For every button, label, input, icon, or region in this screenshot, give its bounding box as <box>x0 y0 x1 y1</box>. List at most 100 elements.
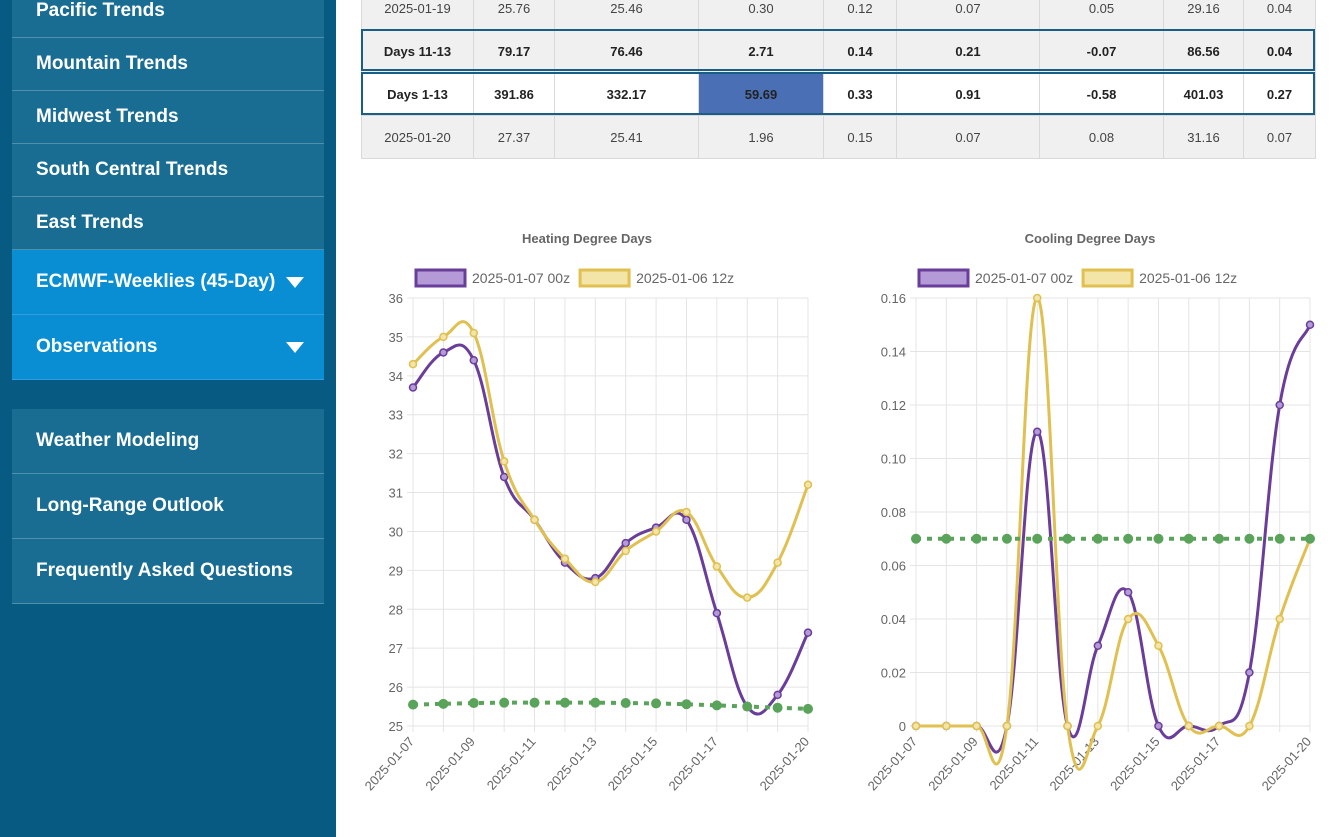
nav-item-ecmwf-weeklies[interactable]: ECMWF-Weeklies (45-Day) <box>12 250 324 315</box>
data-point <box>1214 721 1224 731</box>
y-tick-label: 25 <box>389 719 403 734</box>
normal-point <box>1244 533 1255 544</box>
nav-group-regions: Pacific Trends Mountain Trends Midwest T… <box>12 0 324 380</box>
nav-item-mountain-trends[interactable]: Mountain Trends <box>12 38 324 91</box>
table-row-summary: Days 11-13 79.17 76.46 2.71 0.14 0.21 -0… <box>361 29 1316 73</box>
y-tick-label: 33 <box>389 408 403 423</box>
nav-item-label: South Central Trends <box>36 159 229 180</box>
table-row: 2025-01-20 27.37 25.41 1.96 0.15 0.07 0.… <box>361 115 1316 159</box>
normal-point <box>1092 533 1103 544</box>
normal-point <box>1274 533 1285 544</box>
y-tick-label: 0.08 <box>881 505 906 520</box>
nav-group-resources: Weather Modeling Long-Range Outlook Freq… <box>12 409 324 604</box>
table-cell: 25.76 <box>473 0 555 30</box>
data-point <box>1154 721 1163 731</box>
data-point <box>972 721 981 731</box>
normal-point <box>1123 533 1134 544</box>
table-cell: 2025-01-19 <box>361 0 474 30</box>
y-tick-label: 26 <box>389 680 403 695</box>
normal-point <box>711 700 722 711</box>
data-point <box>803 480 813 490</box>
table-cell: 0.15 <box>823 115 897 159</box>
nav-item-weather-modeling[interactable]: Weather Modeling <box>12 409 324 474</box>
chart-title: Heating Degree Days <box>522 231 652 246</box>
table-cell: 79.17 <box>473 29 555 73</box>
table-cell: 0.14 <box>823 29 897 73</box>
x-tick-label: 2025-01-13 <box>544 734 600 793</box>
nav-item-midwest-trends[interactable]: Midwest Trends <box>12 91 324 144</box>
degree-day-table: 2025-01-19 25.76 25.46 0.30 0.12 0.07 0.… <box>361 0 1316 159</box>
table-cell: Days 11-13 <box>361 29 474 73</box>
nav-item-south-central-trends[interactable]: South Central Trends <box>12 144 324 197</box>
table-cell: 391.86 <box>473 72 555 116</box>
data-point <box>1032 427 1042 436</box>
legend-swatch <box>1081 268 1134 288</box>
normal-point <box>803 703 813 714</box>
nav-item-faq[interactable]: Frequently Asked Questions <box>12 539 324 604</box>
normal-point <box>620 698 631 709</box>
y-tick-label: 0.04 <box>881 612 906 627</box>
data-point <box>773 690 782 700</box>
data-point <box>408 383 418 392</box>
series-line <box>411 343 810 716</box>
y-tick-label: 0 <box>899 719 906 734</box>
data-point <box>621 546 630 556</box>
data-point <box>1245 668 1254 677</box>
data-point <box>439 348 448 357</box>
normal-point <box>1153 533 1164 544</box>
nav-item-label: Long-Range Outlook <box>36 495 224 516</box>
legend-label: 2025-01-06 12z <box>1139 270 1237 286</box>
data-point <box>1305 320 1315 329</box>
data-point <box>682 515 691 525</box>
series-line <box>915 296 1312 771</box>
y-tick-label: 31 <box>389 486 403 501</box>
x-tick-label: 2025-01-07 <box>362 734 418 793</box>
data-point <box>773 558 782 567</box>
nav-item-east-trends[interactable]: East Trends <box>12 197 324 250</box>
nav-item-label: Weather Modeling <box>36 430 200 451</box>
legend-swatch <box>578 268 631 288</box>
normal-point <box>1305 533 1315 544</box>
caret-down-icon <box>286 277 304 288</box>
y-tick-label: 30 <box>389 524 403 539</box>
nav-item-pacific-trends[interactable]: Pacific Trends <box>12 0 324 38</box>
table-cell: 0.07 <box>896 115 1040 159</box>
y-tick-label: 27 <box>389 641 403 656</box>
y-tick-label: 36 <box>389 291 403 306</box>
table-row: 2025-01-19 25.76 25.46 0.30 0.12 0.07 0.… <box>361 0 1316 30</box>
nav-item-label: Mountain Trends <box>36 53 188 74</box>
table-cell: 0.04 <box>1243 29 1316 73</box>
nav-item-observations[interactable]: Observations <box>12 315 324 380</box>
nav-item-label: Frequently Asked Questions <box>36 560 293 581</box>
normal-point <box>1032 533 1043 544</box>
y-tick-label: 0.14 <box>881 345 906 360</box>
data-point <box>1154 641 1163 650</box>
x-tick-label: 2025-01-09 <box>925 734 981 793</box>
data-point <box>712 608 722 618</box>
table-cell: 0.07 <box>1243 115 1316 159</box>
data-point <box>469 328 479 338</box>
x-tick-label: 2025-01-07 <box>865 734 921 793</box>
data-point <box>1063 721 1072 731</box>
legend-label: 2025-01-07 00z <box>975 270 1073 286</box>
data-point <box>803 628 813 637</box>
x-tick-label: 2025-01-17 <box>1168 734 1224 793</box>
y-tick-label: 34 <box>389 369 403 384</box>
y-tick-label: 0.06 <box>881 559 906 574</box>
y-tick-label: 0.16 <box>881 291 906 306</box>
data-point <box>1002 721 1012 731</box>
table-cell: 76.46 <box>554 29 699 73</box>
legend-label: 2025-01-07 00z <box>472 270 570 286</box>
normal-point <box>742 701 753 712</box>
normal-point <box>438 698 449 709</box>
normal-point <box>681 699 692 710</box>
data-point <box>911 721 921 731</box>
nav-item-long-range-outlook[interactable]: Long-Range Outlook <box>12 474 324 539</box>
cooling-degree-days-chart: Cooling Degree Days 0 0.02 0.04 0.06 0.08 0.10… <box>865 231 1315 793</box>
nav-item-label: East Trends <box>36 212 144 233</box>
data-point <box>439 332 448 342</box>
data-point <box>499 457 509 466</box>
main-content: 2025-01-19 25.76 25.46 0.30 0.12 0.07 0.… <box>336 0 1340 837</box>
data-point <box>742 593 752 602</box>
data-point <box>651 527 661 536</box>
